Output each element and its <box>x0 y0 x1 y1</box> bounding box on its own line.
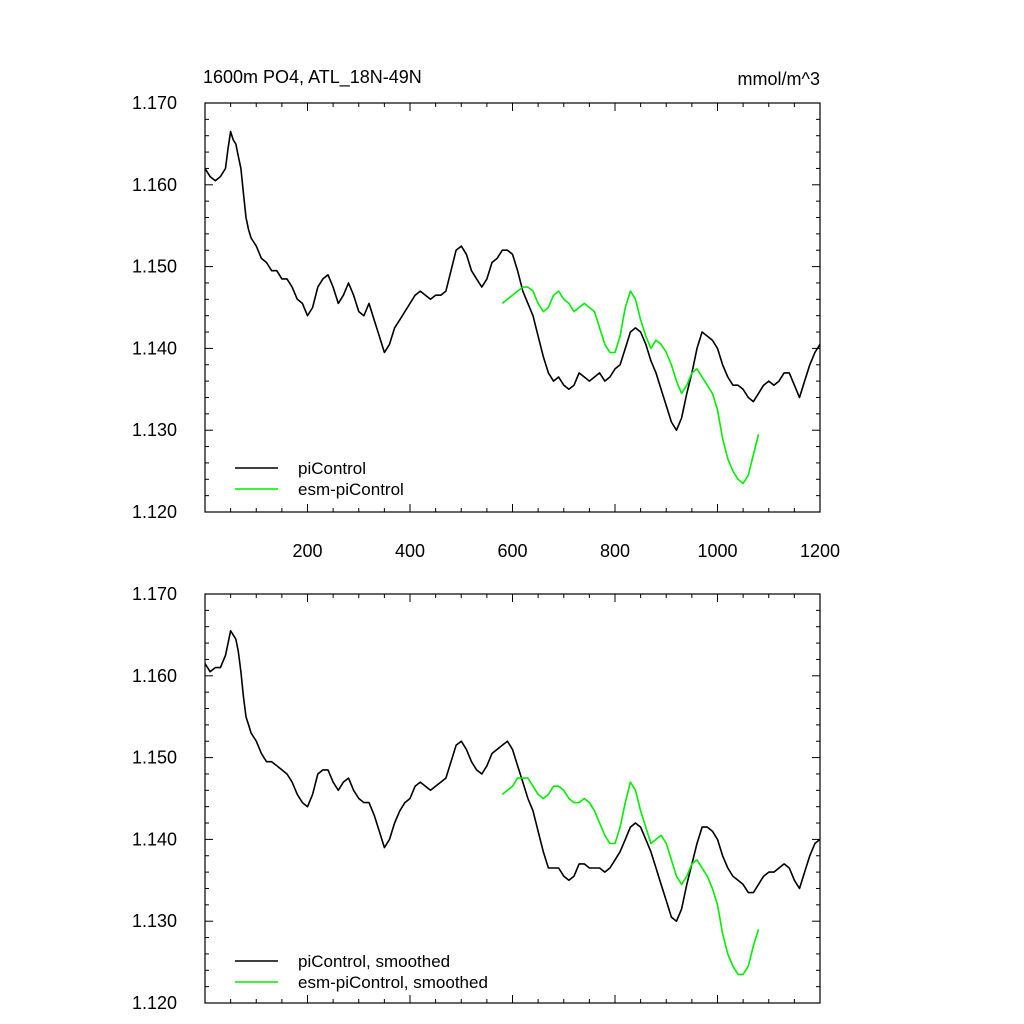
x-tick-label: 200 <box>292 541 322 561</box>
x-tick-label: 600 <box>497 541 527 561</box>
y-tick-label: 1.160 <box>132 666 177 686</box>
y-tick-label: 1.120 <box>132 993 177 1013</box>
legend-label-1: esm-piControl, smoothed <box>298 973 488 992</box>
x-tick-label: 400 <box>395 541 425 561</box>
x-tick-label: 1000 <box>697 541 737 561</box>
y-tick-label: 1.150 <box>132 257 177 277</box>
y-tick-label: 1.120 <box>132 502 177 522</box>
bottom-panel: 1.120 1.130 1.140 1.150 1.160 1.170 piControl,… <box>132 584 821 1013</box>
plot-frame <box>204 102 821 513</box>
legend-label-0: piControl <box>298 459 366 478</box>
y-tick-label: 1.130 <box>132 911 177 931</box>
legend-label-1: esm-piControl <box>298 480 404 499</box>
y-tick-label: 1.160 <box>132 175 177 195</box>
chart-title: 1600m PO4, ATL_18N-49N <box>203 67 422 88</box>
y-tick-label: 1.170 <box>132 93 177 113</box>
legend-label-0: piControl, smoothed <box>298 952 450 971</box>
top-panel: 200 400 600 800 1000 1200 1.120 1.130 1.140 1.150… <box>132 93 840 561</box>
y-tick-label: 1.140 <box>132 829 177 849</box>
y-tick-label: 1.140 <box>132 338 177 358</box>
series-line-1 <box>501 286 760 485</box>
series-line-0 <box>204 630 821 922</box>
series-line-1 <box>501 777 760 976</box>
x-tick-label: 800 <box>600 541 630 561</box>
units-label: mmol/m^3 <box>738 69 820 89</box>
x-tick-label: 1200 <box>800 541 840 561</box>
plot-frame <box>204 593 821 1004</box>
y-tick-label: 1.130 <box>132 420 177 440</box>
series-line-0 <box>204 130 821 431</box>
y-tick-label: 1.150 <box>132 748 177 768</box>
y-tick-label: 1.170 <box>132 584 177 604</box>
